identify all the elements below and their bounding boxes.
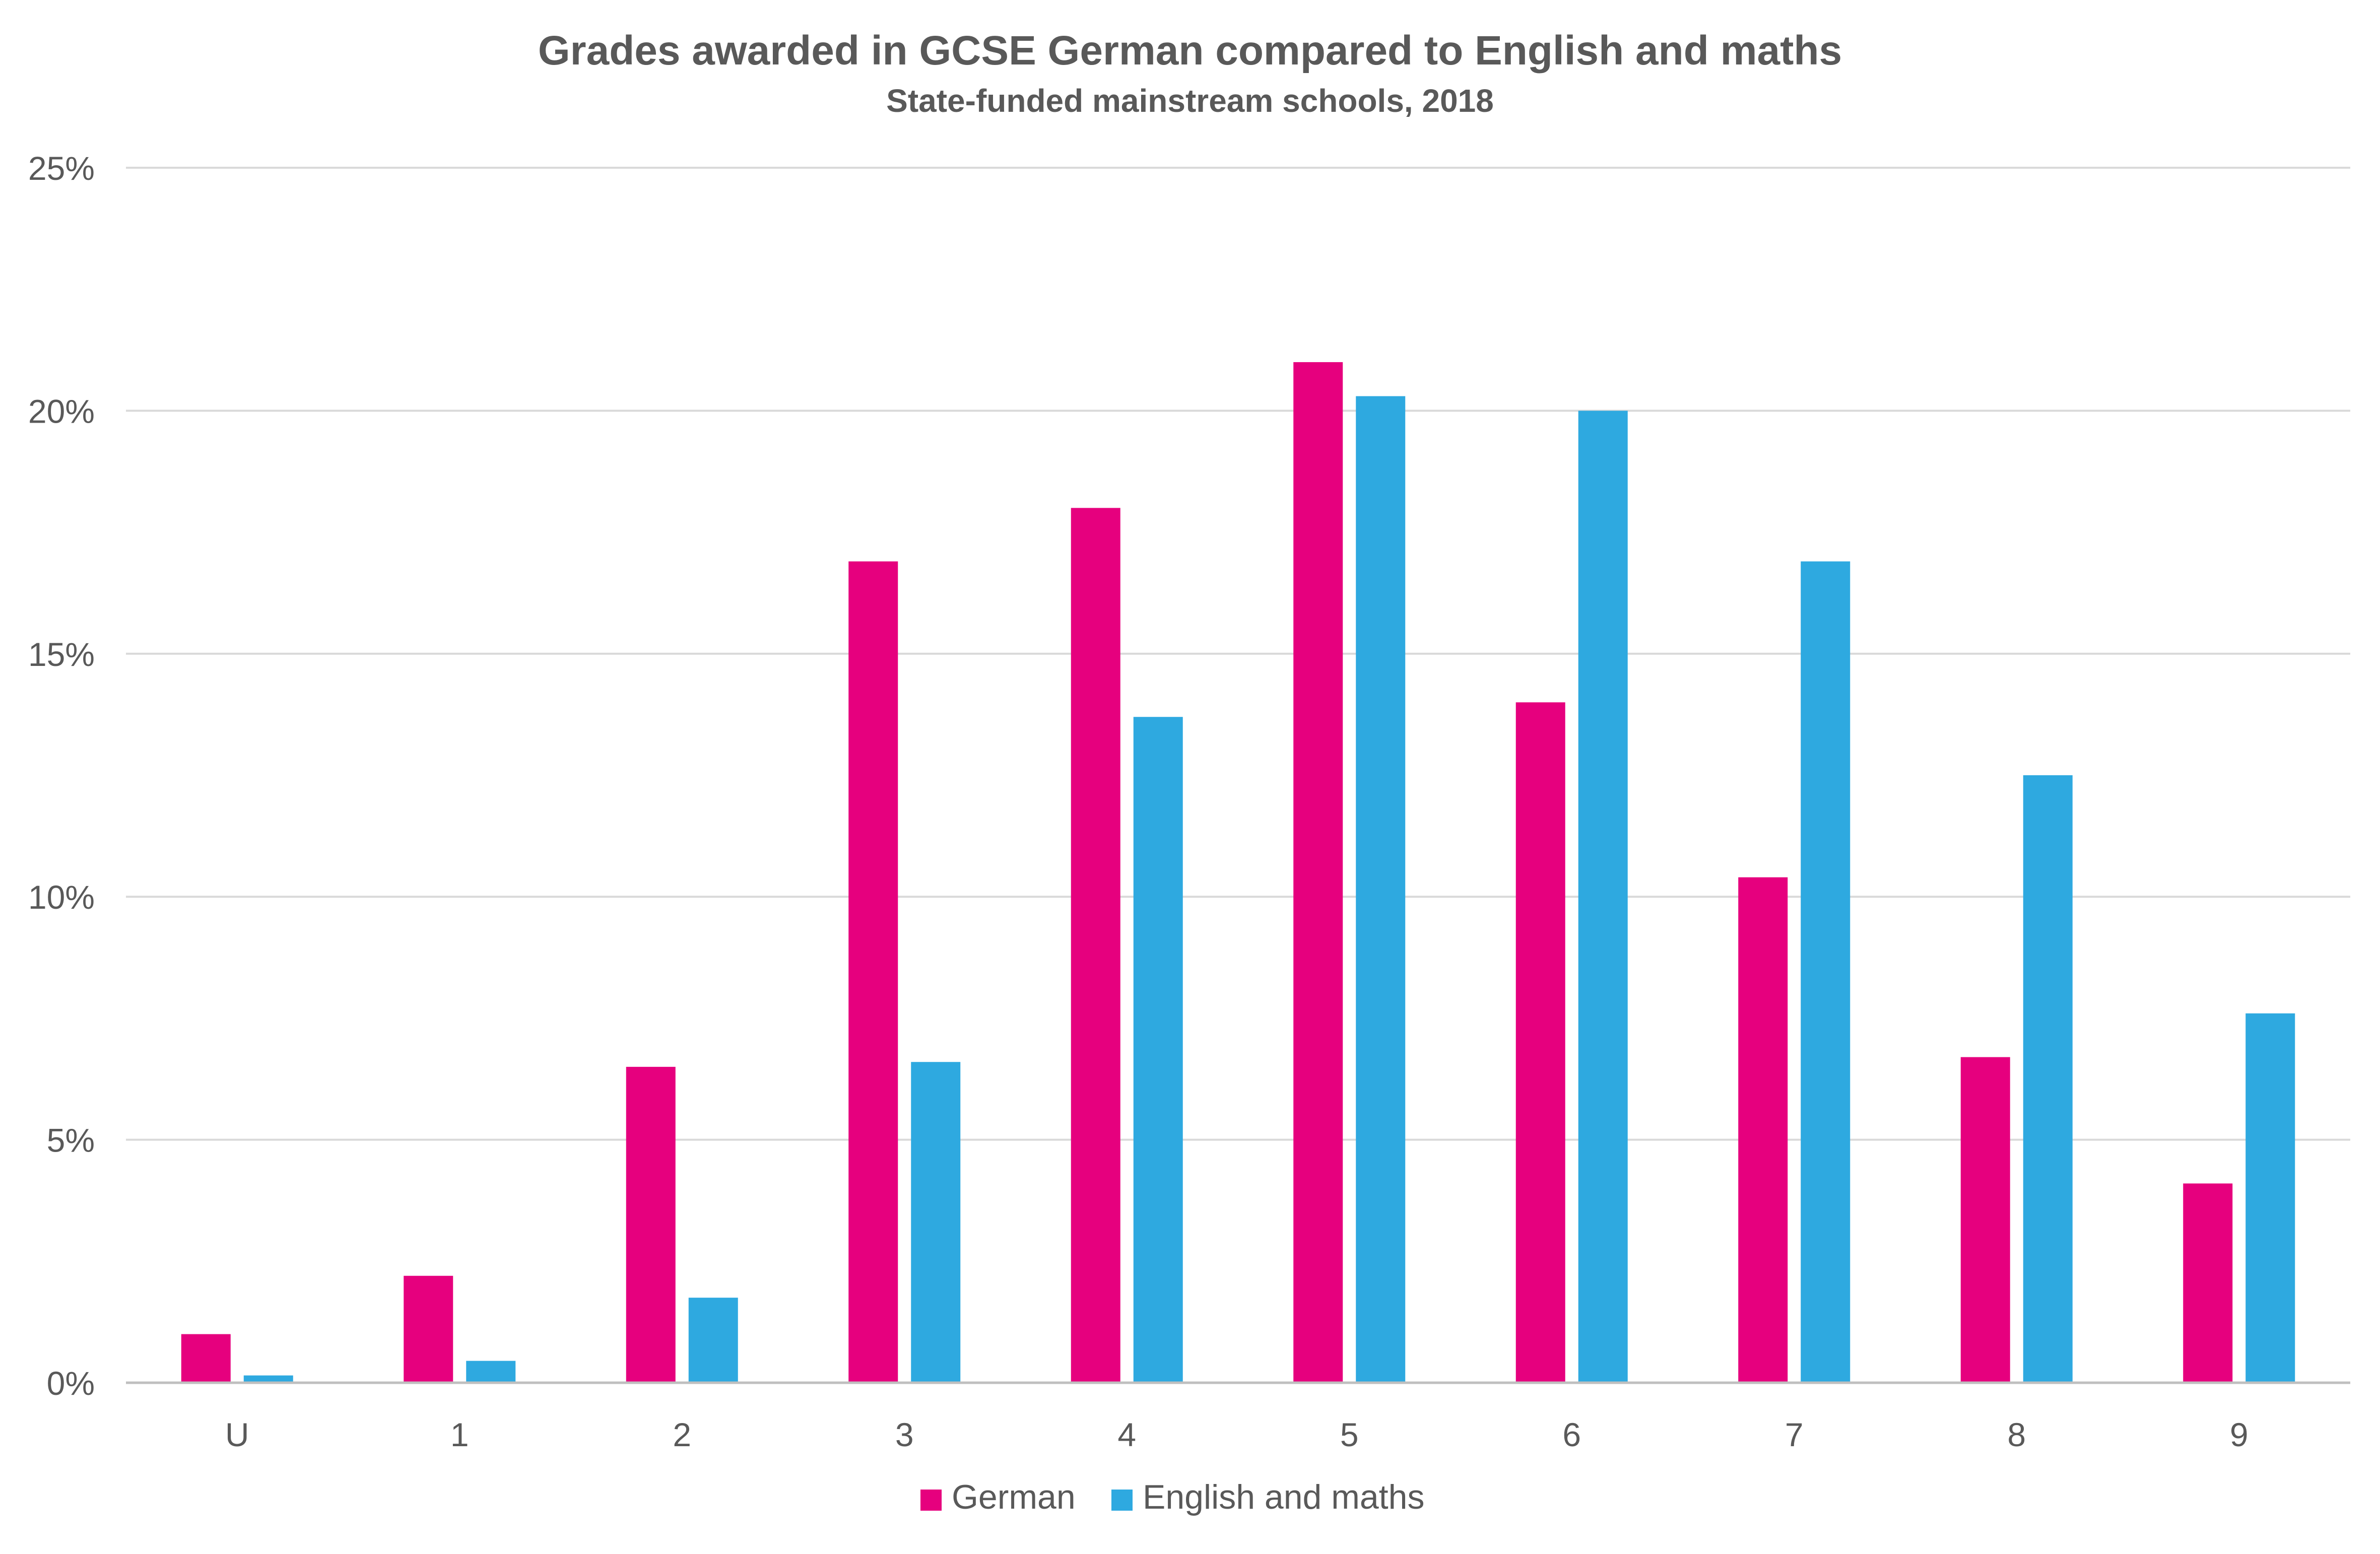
bar-german-9 [2183, 1183, 2233, 1383]
x-tick-label: 3 [895, 1416, 914, 1453]
y-tick-label: 5% [47, 1122, 95, 1159]
x-tick-label: 8 [2007, 1416, 2026, 1453]
x-tick-label: 4 [1117, 1416, 1136, 1453]
bar-german-3 [848, 561, 898, 1383]
y-tick-label: 10% [28, 879, 95, 916]
bar-english-and-maths-8 [2023, 775, 2073, 1383]
bar-english-and-maths-2 [688, 1298, 738, 1383]
bar-english-and-maths-7 [1801, 561, 1850, 1383]
legend: German English and maths [920, 1478, 1424, 1516]
bar-english-and-maths-4 [1133, 717, 1183, 1383]
bar-german-8 [1960, 1057, 2010, 1383]
axes: 0% 5% 10% 15% 20% 25% U 1 2 3 4 5 6 7 8 9 [28, 150, 2350, 1453]
x-tick-label: 2 [673, 1416, 691, 1453]
legend-label-german: German [952, 1478, 1076, 1516]
bars [181, 362, 2295, 1383]
y-tick-label: 25% [28, 150, 95, 187]
legend-label-english-and-maths: English and maths [1143, 1478, 1424, 1516]
x-tick-label: 5 [1340, 1416, 1359, 1453]
x-tick-label: 7 [1785, 1416, 1804, 1453]
y-tick-label: 0% [47, 1365, 95, 1402]
bar-german-5 [1293, 362, 1343, 1383]
bar-english-and-maths-3 [911, 1062, 961, 1383]
x-tick-label: 6 [1562, 1416, 1581, 1453]
bar-german-1 [404, 1275, 453, 1383]
bar-german-6 [1515, 702, 1565, 1383]
x-tick-label: 1 [450, 1416, 469, 1453]
bar-english-and-maths-9 [2245, 1013, 2295, 1383]
bar-german-4 [1071, 508, 1120, 1383]
bar-english-and-maths-6 [1578, 411, 1628, 1383]
y-tick-label: 15% [28, 636, 95, 673]
bar-english-and-maths-U [243, 1375, 293, 1383]
legend-swatch-english-and-maths [1111, 1490, 1133, 1511]
x-tick-label: 9 [2230, 1416, 2249, 1453]
bar-english-and-maths-5 [1356, 396, 1406, 1383]
bar-german-2 [626, 1066, 676, 1383]
x-tick-label: U [225, 1416, 249, 1453]
legend-swatch-german [920, 1490, 942, 1511]
bar-english-and-maths-1 [466, 1361, 516, 1383]
y-tick-label: 20% [28, 392, 95, 430]
gridlines [126, 167, 2350, 1141]
bar-german-7 [1738, 877, 1788, 1383]
chart-title: Grades awarded in GCSE German compared t… [538, 28, 1842, 74]
bar-german-U [181, 1334, 231, 1383]
chart-subtitle: State-funded mainstream schools, 2018 [886, 83, 1494, 119]
